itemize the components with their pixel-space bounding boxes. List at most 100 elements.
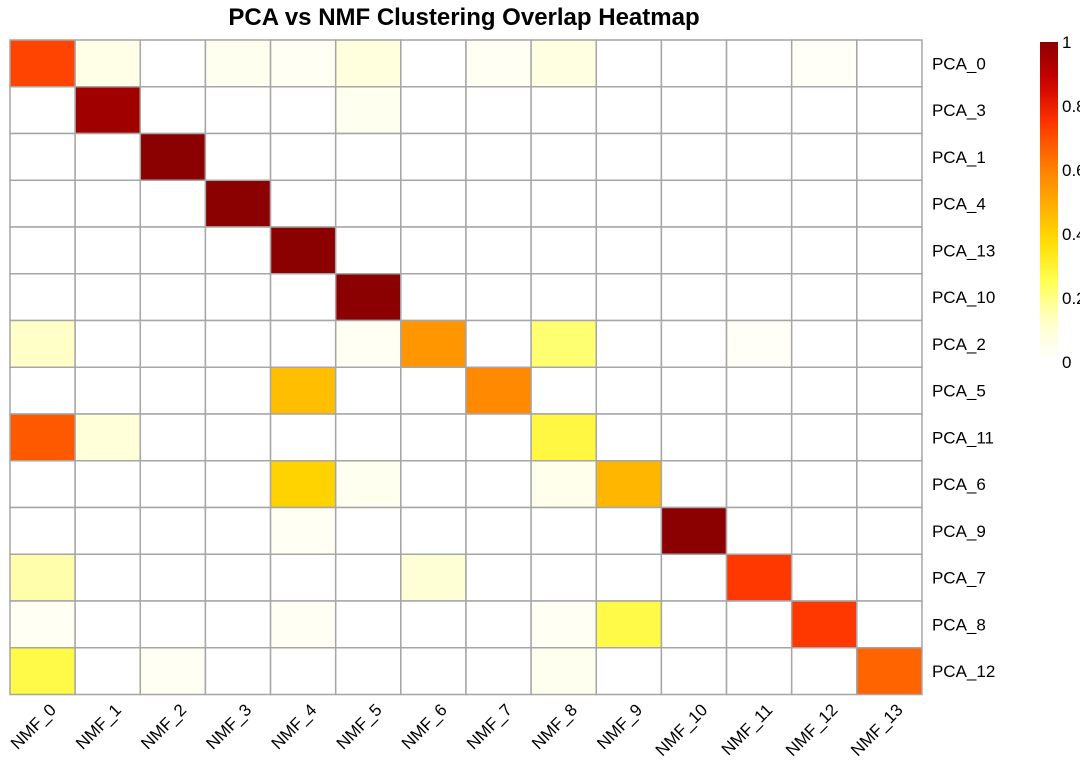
- heatmap-cell: [530, 600, 598, 649]
- heatmap-cell: [530, 132, 598, 181]
- row-label: PCA_13: [932, 241, 995, 260]
- heatmap-cell: [725, 647, 793, 696]
- column-label: NMF_4: [268, 700, 321, 753]
- heatmap-cell: [204, 132, 272, 181]
- heatmap-cell: [856, 86, 923, 135]
- heatmap-cell: [400, 273, 467, 322]
- column-label: NMF_6: [398, 700, 451, 753]
- heatmap-cell: [204, 226, 272, 275]
- row-label: PCA_12: [932, 662, 995, 681]
- heatmap-cell: [660, 226, 728, 275]
- heatmap-cell: [530, 413, 598, 462]
- heatmap-cell: [530, 647, 598, 696]
- heatmap-cell: [74, 179, 142, 228]
- heatmap-cell: [74, 506, 142, 555]
- heatmap-cell: [9, 506, 76, 555]
- heatmap-cell: [269, 319, 337, 368]
- heatmap-cell: [660, 506, 728, 555]
- heatmap-cell: [334, 132, 402, 181]
- heatmap-cell: [204, 553, 272, 602]
- heatmap-cell: [725, 413, 793, 462]
- heatmap-cell: [334, 647, 402, 696]
- heatmap-cell: [660, 179, 728, 228]
- heatmap-cell: [74, 86, 142, 135]
- column-label: NMF_5: [333, 700, 386, 753]
- heatmap-cell: [595, 366, 663, 415]
- heatmap-cell: [725, 226, 793, 275]
- heatmap-cell: [269, 600, 337, 649]
- column-label: NMF_11: [718, 700, 777, 759]
- column-label: NMF_2: [137, 700, 190, 753]
- heatmap-cell: [790, 600, 858, 649]
- heatmap-cell: [334, 460, 402, 509]
- column-label: NMF_13: [847, 700, 907, 760]
- heatmap-cell: [465, 86, 532, 135]
- heatmap-cell: [400, 319, 467, 368]
- row-label: PCA_3: [932, 101, 986, 120]
- heatmap-cell: [74, 600, 142, 649]
- heatmap-cell: [595, 319, 663, 368]
- heatmap-cell: [139, 86, 207, 135]
- legend-tick-label: 0.8: [1062, 97, 1080, 116]
- heatmap-cell: [465, 506, 532, 555]
- heatmap-cell: [725, 319, 793, 368]
- heatmap-cell: [269, 39, 337, 88]
- heatmap-cell: [465, 460, 532, 509]
- heatmap-cell: [139, 226, 207, 275]
- heatmap-cell: [790, 413, 858, 462]
- column-label: NMF_7: [463, 700, 516, 753]
- heatmap-cell: [139, 319, 207, 368]
- heatmap-cell: [400, 132, 467, 181]
- column-label: NMF_8: [528, 700, 581, 753]
- heatmap-cell: [139, 39, 207, 88]
- heatmap-cell: [269, 366, 337, 415]
- row-label: PCA_6: [932, 475, 986, 494]
- heatmap-cell: [595, 506, 663, 555]
- row-label: PCA_11: [932, 428, 994, 447]
- heatmap-cell: [400, 86, 467, 135]
- heatmap-cell: [269, 179, 337, 228]
- legend-tick-label: 0.4: [1062, 225, 1080, 244]
- heatmap-cell: [400, 460, 467, 509]
- heatmap-cell: [9, 460, 76, 509]
- heatmap-cell: [790, 553, 858, 602]
- heatmap-cell: [74, 39, 142, 88]
- heatmap-cell: [269, 413, 337, 462]
- heatmap-cell: [139, 132, 207, 181]
- heatmap-cell: [725, 600, 793, 649]
- heatmap-cell: [9, 647, 76, 696]
- heatmap-cell: [465, 319, 532, 368]
- heatmap-cell: [334, 39, 402, 88]
- heatmap-cell: [856, 647, 923, 696]
- heatmap-cell: [595, 39, 663, 88]
- heatmap-cell: [9, 319, 76, 368]
- heatmap-cell: [856, 460, 923, 509]
- heatmap-cell: [74, 319, 142, 368]
- heatmap-cell: [465, 132, 532, 181]
- heatmap-cell: [725, 366, 793, 415]
- heatmap-cell: [139, 413, 207, 462]
- heatmap-cell: [725, 460, 793, 509]
- row-label: PCA_2: [932, 335, 986, 354]
- legend-tick-label: 1: [1062, 33, 1071, 52]
- heatmap-cell: [9, 366, 76, 415]
- heatmap-cell: [139, 506, 207, 555]
- heatmap-cell: [856, 273, 923, 322]
- heatmap-cell: [400, 600, 467, 649]
- heatmap-cell: [530, 179, 598, 228]
- heatmap-cell: [530, 39, 598, 88]
- row-label: PCA_4: [932, 195, 986, 214]
- heatmap-cell: [660, 132, 728, 181]
- heatmap-cell: [74, 460, 142, 509]
- heatmap-cell: [204, 39, 272, 88]
- heatmap-cell: [204, 460, 272, 509]
- column-label: NMF_12: [782, 700, 842, 760]
- heatmap-cell: [334, 86, 402, 135]
- heatmap-cell: [74, 647, 142, 696]
- heatmap-cell: [269, 132, 337, 181]
- heatmap-cell: [530, 273, 598, 322]
- legend-tick-label: 0.6: [1062, 161, 1080, 180]
- heatmap-cell: [74, 273, 142, 322]
- heatmap-cell: [204, 413, 272, 462]
- heatmap-cell: [9, 553, 76, 602]
